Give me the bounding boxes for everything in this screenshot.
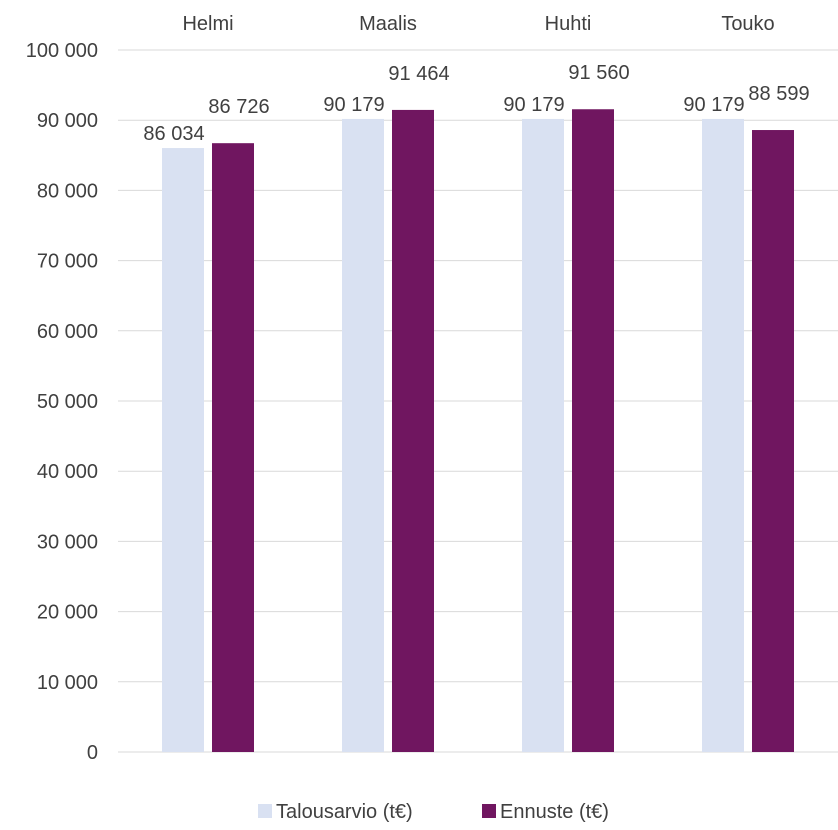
data-label: 90 179 <box>323 94 384 116</box>
legend-label: Talousarvio (t€) <box>276 801 413 823</box>
category-label: Touko <box>721 13 774 35</box>
y-tick-label: 0 <box>87 742 98 764</box>
category-label: Maalis <box>359 13 417 35</box>
data-label: 88 599 <box>748 83 809 105</box>
bar-talousarvio <box>162 148 204 752</box>
y-tick-label: 80 000 <box>37 180 98 202</box>
y-tick-label: 50 000 <box>37 391 98 413</box>
y-tick-label: 70 000 <box>37 251 98 273</box>
y-tick-label: 20 000 <box>37 602 98 624</box>
bar-talousarvio <box>702 118 744 752</box>
data-label: 90 179 <box>683 94 744 116</box>
bar-talousarvio <box>342 118 384 752</box>
legend-label: Ennuste (t€) <box>500 801 609 823</box>
category-label: Helmi <box>182 13 233 35</box>
data-labels: 86 034 90 179 90 179 90 179 86 726 91 464 91 5… <box>143 62 809 145</box>
bar-ennuste <box>212 143 254 753</box>
legend-swatch <box>258 804 272 818</box>
bar-ennuste <box>572 109 614 753</box>
bar-ennuste <box>392 109 434 752</box>
legend-swatch <box>482 804 496 818</box>
data-label: 90 179 <box>503 94 564 116</box>
data-label: 91 464 <box>388 63 449 85</box>
y-tick-label: 30 000 <box>37 531 98 553</box>
data-label: 86 726 <box>208 96 269 118</box>
bar-ennuste <box>752 130 794 752</box>
x-axis-categories: Helmi Maalis Huhti Touko <box>182 13 774 35</box>
bar-talousarvio <box>522 118 564 752</box>
y-tick-label: 60 000 <box>37 321 98 343</box>
y-tick-label: 100 000 <box>26 40 98 62</box>
legend: Talousarvio (t€) Ennuste (t€) <box>258 801 609 823</box>
bars <box>162 109 794 753</box>
data-label: 86 034 <box>143 123 204 145</box>
y-tick-label: 40 000 <box>37 461 98 483</box>
category-label: Huhti <box>545 13 592 35</box>
y-tick-label: 10 000 <box>37 672 98 694</box>
y-axis-ticks: 0 10 000 20 000 30 000 40 000 50 000 60 000 70 … <box>26 40 98 764</box>
y-tick-label: 90 000 <box>37 110 98 132</box>
data-label: 91 560 <box>568 62 629 84</box>
